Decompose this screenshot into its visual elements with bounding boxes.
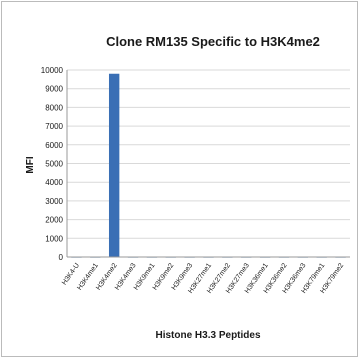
axes xyxy=(66,70,350,258)
y-tick-label: 1000 xyxy=(45,234,63,243)
y-tick-label: 2000 xyxy=(45,216,63,225)
y-tick-label: 6000 xyxy=(45,141,63,150)
chart-title: Clone RM135 Specific to H3K4me2 xyxy=(106,34,320,49)
chart-border xyxy=(1,1,358,357)
y-tick-label: 0 xyxy=(59,253,64,262)
y-tick-label: 9000 xyxy=(45,85,63,94)
bar xyxy=(108,73,120,258)
y-tick-label: 3000 xyxy=(45,197,63,206)
y-tick-label: 5000 xyxy=(45,160,63,169)
y-axis-label: MFI xyxy=(25,156,36,173)
y-tick-label: 7000 xyxy=(45,122,63,131)
y-axis-ticks: 0 1000 2000 3000 4000 5000 6000 7000 8000 9000 100… xyxy=(41,66,64,262)
x-axis-label: Histone H3.3 Peptides xyxy=(155,330,260,341)
y-tick-label: 8000 xyxy=(45,103,63,112)
y-tick-label: 4000 xyxy=(45,178,63,187)
y-tick-label: 10000 xyxy=(41,66,64,75)
